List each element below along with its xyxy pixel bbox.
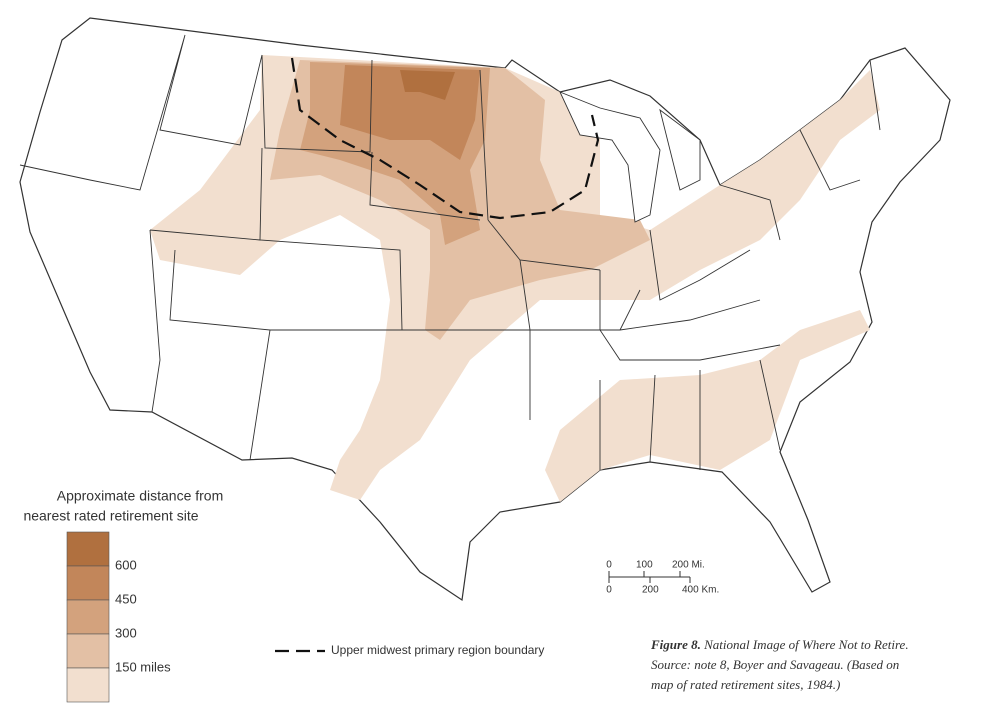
scale-label: 200 (642, 585, 659, 596)
legend-label: 150 miles (115, 659, 171, 674)
figure-title: National Image of Where Not to Retire. (703, 637, 908, 652)
legend-swatch (66, 599, 110, 635)
legend-swatch (66, 531, 110, 567)
legend-title: nearest rated retirement site (23, 508, 198, 524)
zone-top (400, 70, 455, 100)
scale-label: 0 (606, 585, 612, 596)
caption-source: Source: note 8, Boyer and Savageau. (Bas… (651, 657, 899, 672)
figure-label: Figure 8. (650, 637, 701, 652)
region-boundary (290, 57, 600, 220)
legend-label: 600 (115, 557, 137, 572)
caption-title: Figure 8. National Image of Where Not to… (650, 637, 909, 652)
scale-label: 100 (636, 560, 653, 571)
caption-source: map of rated retirement sites, 1984.) (651, 677, 840, 692)
scale-label: 200 Mi. (672, 560, 705, 571)
scale-labels: 0 100 200 Mi. 0 200 400 Km. (606, 560, 719, 596)
legend-swatch (66, 565, 110, 601)
scale-label: 0 (606, 560, 612, 571)
legend-swatch (66, 667, 110, 703)
boundary-legend-label: Upper midwest primary region boundary (331, 643, 544, 657)
zone-150-south (545, 310, 870, 502)
state-lines (19, 34, 881, 470)
legend-label: 450 (115, 591, 137, 606)
legend: 600 450 300 150 miles (66, 531, 171, 703)
scale-label: 400 Km. (682, 585, 719, 596)
legend-label: 300 (115, 625, 137, 640)
legend-swatch (66, 633, 110, 669)
legend-title: Approximate distance from (57, 488, 224, 504)
